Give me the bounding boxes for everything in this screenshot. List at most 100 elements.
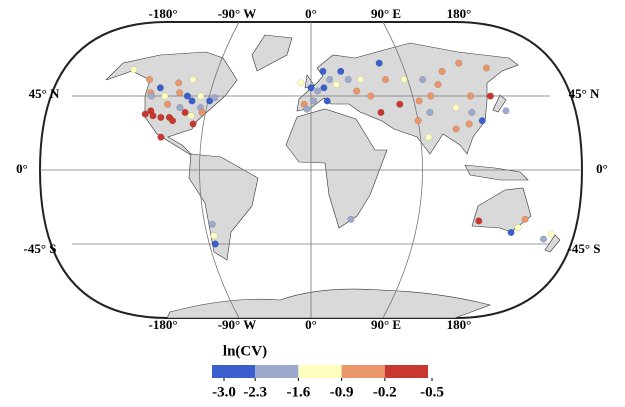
site (466, 92, 474, 100)
legend-swatch (298, 365, 342, 378)
site (367, 92, 375, 100)
sites (130, 59, 555, 248)
site (181, 108, 189, 116)
legend-tick-label: -1.6 (287, 384, 311, 400)
legend-swatch (212, 365, 256, 378)
site (303, 105, 311, 113)
site (455, 59, 463, 67)
site (547, 230, 555, 238)
site (377, 108, 385, 116)
site (148, 92, 156, 100)
legend-tick-label: -0.2 (373, 384, 397, 400)
longitude-label: -90° W (218, 317, 257, 332)
site (438, 67, 446, 75)
indonesia (464, 164, 529, 181)
site (475, 217, 483, 225)
site (210, 232, 218, 240)
site (164, 100, 172, 108)
site (157, 113, 165, 121)
meridian (199, 21, 240, 319)
longitude-label: 0° (305, 6, 317, 21)
site (176, 89, 184, 97)
site (347, 215, 355, 223)
longitude-label: 0° (305, 317, 317, 332)
site (396, 100, 404, 108)
site (307, 84, 315, 92)
site (344, 76, 352, 84)
longitude-label: 90° E (371, 317, 401, 332)
legend-swatch (384, 365, 428, 378)
site (478, 117, 486, 125)
legend-title: ln(CV) (223, 343, 267, 359)
site (521, 215, 529, 223)
legend-tick-label: -0.9 (330, 384, 354, 400)
site (400, 76, 408, 84)
site (189, 120, 197, 128)
site (206, 97, 214, 105)
site (434, 81, 442, 89)
latitude-label: -45° S (23, 241, 56, 256)
site (149, 112, 157, 120)
site (426, 108, 434, 116)
site (187, 112, 195, 120)
longitude-label: -180° (148, 317, 177, 332)
greenland (251, 34, 293, 72)
site (297, 79, 305, 87)
latitude-label: 0° (16, 161, 28, 176)
site (514, 224, 522, 232)
site (310, 97, 318, 105)
eurasia (296, 42, 519, 155)
site (332, 81, 340, 89)
japan (492, 94, 507, 113)
longitude-label: -180° (148, 6, 177, 21)
site (502, 107, 510, 115)
site (375, 59, 383, 67)
longitude-label: 180° (447, 317, 472, 332)
site (169, 117, 177, 125)
legend-tick-label: -3.0 (212, 384, 236, 400)
site (357, 76, 365, 84)
site (208, 220, 216, 228)
site (314, 87, 322, 95)
site (198, 108, 206, 116)
latitude-label: 45° N (569, 86, 600, 101)
site (211, 94, 219, 102)
site (468, 108, 476, 116)
site (319, 67, 327, 75)
meridian (382, 21, 423, 319)
latitude-label: 45° N (29, 86, 60, 101)
australia (471, 187, 532, 233)
south-america (188, 153, 259, 261)
graticule-labels: -180° -90° W 0° 90° E 180° -180° -90° W 0° 90° E… (16, 6, 608, 332)
site (427, 92, 435, 100)
site (326, 76, 334, 84)
site (130, 66, 138, 74)
site (157, 133, 165, 141)
legend-tick-label: -0.5 (420, 384, 444, 400)
site (483, 64, 491, 72)
site (197, 92, 205, 100)
site (188, 97, 196, 105)
site (211, 240, 219, 248)
legend: ln(CV) -3.0 -2.3 -1.6 -0.9 -0.2 -0.5 (212, 343, 444, 400)
legend-tick-label: -2.3 (243, 384, 267, 400)
site (452, 104, 460, 112)
site (176, 104, 184, 112)
site (175, 79, 183, 87)
latitude-label: -45° S (567, 241, 600, 256)
legend-swatch (341, 365, 385, 378)
site (323, 97, 331, 105)
antarctica (166, 288, 491, 319)
site (486, 92, 494, 100)
legend-swatch (255, 365, 299, 378)
site (415, 97, 423, 105)
site (337, 67, 345, 75)
longitude-label: 90° E (371, 6, 401, 21)
site (353, 87, 361, 95)
longitude-label: -90° W (218, 6, 257, 21)
site (146, 76, 154, 84)
longitude-label: 180° (447, 6, 472, 21)
site (156, 84, 164, 92)
site (381, 76, 389, 84)
